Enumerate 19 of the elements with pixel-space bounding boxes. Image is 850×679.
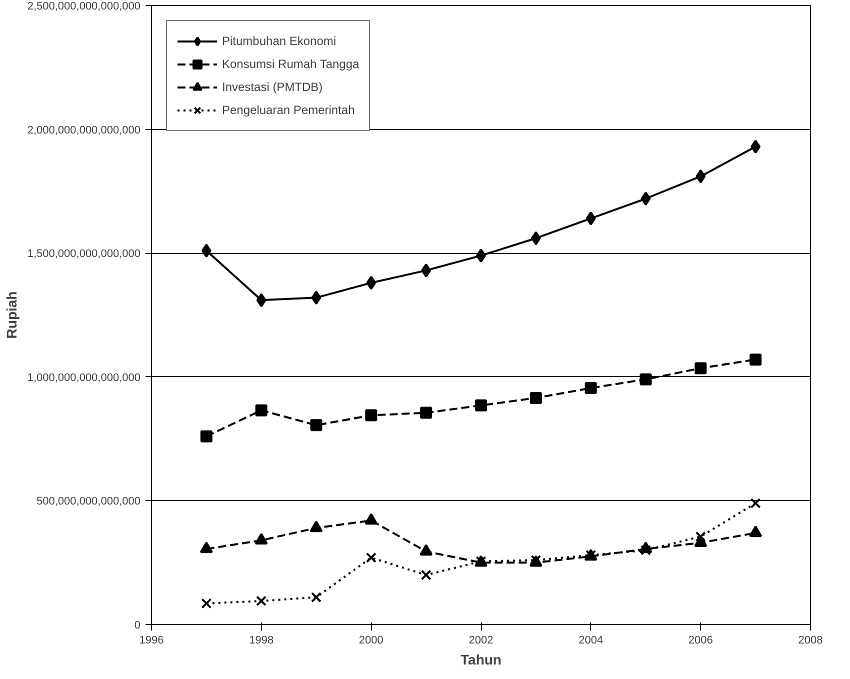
x-tick-label: 2002 [468, 634, 494, 646]
x-axis-title: Tahun [460, 652, 502, 668]
legend-label: Konsumsi Rumah Tangga [222, 57, 360, 71]
legend-label: Pengeluaran Pemerintah [222, 103, 355, 117]
y-axis-title: Rupiah [3, 291, 20, 339]
x-tick-label: 1998 [249, 634, 274, 646]
y-tick-label: 1,000,000,000,000,000 [27, 372, 141, 384]
legend-label: Investasi (PMTDB) [222, 80, 323, 94]
legend-label: Pitumbuhan Ekonomi [222, 34, 336, 48]
y-tick-label: 2,500,000,000,000,000 [27, 0, 141, 12]
y-tick-label: 0 [134, 620, 141, 632]
x-tick-label: 2000 [358, 634, 384, 646]
y-tick-label: 1,500,000,000,000,000 [27, 248, 141, 260]
x-tick-label: 2006 [688, 634, 713, 646]
x-tick-label: 1996 [139, 634, 164, 646]
y-tick-label: 500,000,000,000,000 [36, 496, 141, 508]
x-tick-label: 2004 [578, 634, 604, 646]
y-tick-label: 2,000,000,000,000,000 [27, 124, 141, 136]
x-tick-label: 2008 [798, 634, 823, 646]
